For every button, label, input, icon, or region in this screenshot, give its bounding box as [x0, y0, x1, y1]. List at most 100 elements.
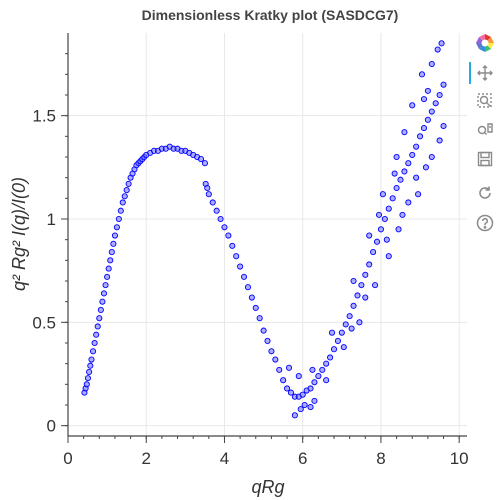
x-tick-label: 4 [220, 449, 229, 468]
data-point [315, 373, 322, 380]
data-point [291, 412, 298, 419]
data-point [418, 71, 426, 78]
data-point [381, 215, 388, 223]
data-point [436, 91, 443, 99]
data-point [280, 377, 287, 384]
data-point [311, 397, 318, 404]
data-point [354, 292, 361, 299]
plot-area[interactable] [68, 33, 467, 436]
data-point [115, 215, 122, 223]
tick-labels: 0 2 4 6 8 10 0 0.5 1 1.5 [32, 107, 468, 468]
data-point [307, 385, 314, 392]
data-point [110, 240, 117, 247]
data-point [350, 302, 357, 309]
data-point [119, 199, 126, 206]
data-point [276, 366, 283, 373]
data-point [260, 327, 267, 334]
bokeh-logo-icon[interactable] [472, 32, 498, 54]
data-point [422, 164, 429, 171]
data-point [440, 81, 447, 88]
pan-icon[interactable] [469, 62, 498, 84]
data-point [401, 129, 408, 136]
data-point [405, 160, 412, 167]
data-point [221, 224, 228, 231]
data-point [395, 226, 402, 233]
data-points [81, 40, 447, 419]
data-point [377, 226, 384, 233]
y-tick-label: 1.5 [32, 107, 56, 126]
data-point [284, 385, 291, 392]
y-axis-label: q² Rg² I(q)/I(0) [9, 177, 29, 291]
data-point [436, 137, 443, 144]
data-point [237, 263, 244, 270]
data-point [125, 180, 132, 187]
data-point [438, 40, 445, 47]
data-point [323, 377, 330, 384]
data-point [285, 364, 293, 371]
data-point [272, 356, 279, 363]
data-point [413, 174, 420, 181]
data-point [379, 191, 386, 198]
box-zoom-icon[interactable] [472, 90, 498, 112]
data-point [389, 195, 396, 202]
data-point [93, 331, 100, 338]
data-point [424, 87, 431, 94]
data-point [309, 366, 316, 373]
data-point [197, 156, 205, 163]
data-point [372, 282, 379, 289]
data-point [362, 271, 369, 278]
x-tick-label: 10 [450, 449, 469, 468]
data-point [87, 362, 94, 369]
save-icon[interactable] [472, 148, 498, 170]
x-tick-label: 0 [63, 449, 72, 468]
data-point [413, 143, 420, 150]
data-point [401, 168, 408, 175]
data-point [297, 406, 304, 413]
data-point [428, 60, 435, 68]
y-tick-label: 0.5 [32, 313, 56, 332]
data-point [424, 116, 431, 123]
data-point [97, 306, 104, 313]
data-point [327, 354, 334, 361]
data-point [268, 348, 275, 355]
data-point [420, 125, 428, 132]
wheel-zoom-icon[interactable] [472, 118, 498, 140]
x-tick-label: 6 [298, 449, 307, 468]
reset-icon[interactable] [472, 182, 498, 204]
data-point [409, 151, 416, 158]
data-point [330, 346, 338, 353]
data-point [88, 356, 95, 363]
data-point [417, 133, 424, 140]
x-axis-label: qRg [251, 477, 284, 497]
x-tick-label: 2 [142, 449, 151, 468]
data-point [393, 153, 400, 161]
data-point [123, 187, 130, 194]
data-point [113, 224, 120, 231]
data-point [111, 232, 118, 239]
data-point [229, 242, 236, 249]
data-point [399, 211, 406, 218]
data-point [244, 284, 251, 291]
data-point [295, 373, 302, 380]
help-icon[interactable] [472, 212, 498, 234]
data-point [86, 368, 93, 375]
data-point [91, 339, 98, 347]
chart-title: Dimensionless Kratky plot (SASDCG7) [142, 7, 399, 23]
data-point [217, 215, 224, 223]
data-point [383, 236, 390, 243]
data-point [105, 265, 112, 272]
data-point [366, 232, 373, 239]
data-point [346, 313, 353, 320]
data-point [409, 102, 416, 109]
data-point [440, 122, 447, 130]
data-point [428, 153, 435, 161]
data-point [96, 315, 103, 322]
data-point [83, 381, 90, 388]
data-point [299, 391, 306, 398]
data-point [256, 315, 263, 322]
data-point [366, 261, 373, 268]
data-point [240, 273, 248, 280]
data-point [391, 170, 398, 177]
data-point [340, 344, 347, 351]
